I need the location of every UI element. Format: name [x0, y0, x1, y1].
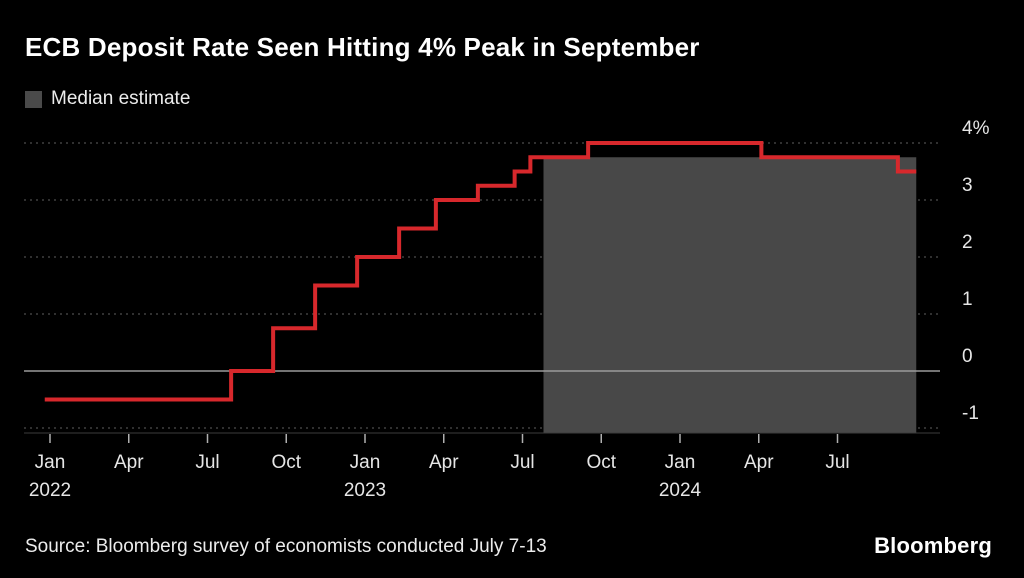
x-tick-label: Jan	[665, 452, 696, 473]
x-year-label: 2022	[29, 480, 71, 501]
x-tick-label: Apr	[744, 452, 774, 473]
x-year-label: 2024	[659, 480, 702, 501]
x-tick-label: Jul	[825, 452, 849, 473]
legend-label: Median estimate	[51, 88, 191, 109]
x-axis: Jan 2022 Apr Jul Oct Jan 2023 Apr Jul Oct Jan 2024 A…	[24, 432, 940, 501]
forecast-shade-region	[543, 157, 917, 433]
y-tick-label: -1	[962, 403, 979, 424]
x-tick-label: Jan	[35, 452, 66, 473]
x-tick-label: Oct	[271, 452, 301, 473]
legend-swatch-icon	[25, 90, 42, 108]
x-year-label: 2023	[344, 480, 386, 501]
y-axis-labels: 4% 3 2 1 0 -1	[962, 118, 990, 424]
deposit-rate-step-line	[44, 141, 917, 402]
chart-title: ECB Deposit Rate Seen Hitting 4% Peak in…	[25, 32, 700, 62]
x-tick-label: Apr	[114, 452, 144, 473]
y-tick-label: 4%	[962, 118, 990, 139]
y-tick-label: 0	[962, 346, 973, 367]
y-tick-label: 3	[962, 175, 973, 196]
source-text: Source: Bloomberg survey of economists c…	[25, 536, 547, 557]
legend: Median estimate	[25, 88, 190, 110]
x-tick-label: Jul	[510, 452, 534, 473]
x-tick-label: Jul	[195, 452, 219, 473]
x-tick-label: Apr	[429, 452, 459, 473]
x-tick-label: Oct	[586, 452, 616, 473]
bloomberg-logo: Bloomberg	[874, 533, 992, 558]
y-tick-label: 1	[962, 289, 973, 310]
x-tick-label: Jan	[350, 452, 381, 473]
y-tick-label: 2	[962, 232, 973, 253]
